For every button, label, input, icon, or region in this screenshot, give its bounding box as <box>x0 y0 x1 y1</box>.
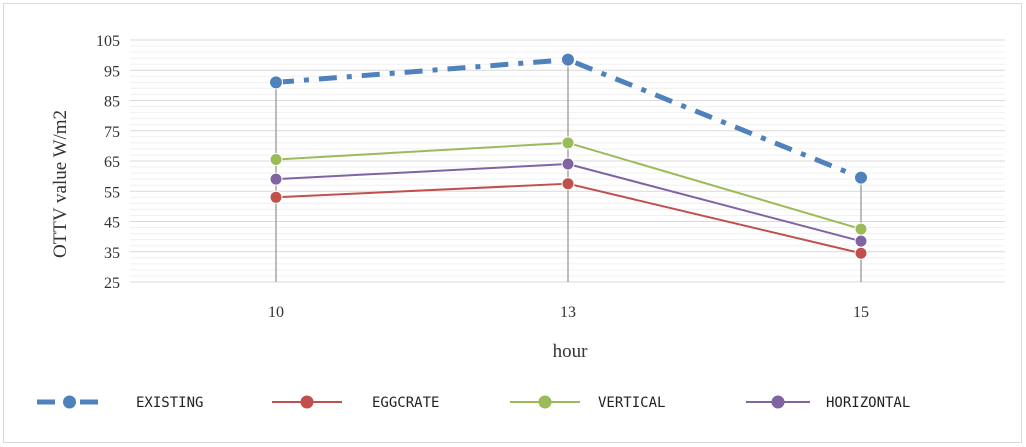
series-line <box>275 57 862 180</box>
series-vertical <box>269 136 868 236</box>
drop-lines <box>275 59 862 282</box>
data-point <box>269 75 283 90</box>
series-existing <box>269 52 868 185</box>
legend-item: EXISTING <box>37 395 203 411</box>
legend: EXISTING EGGCRATE VERTICAL HORIZONTAL <box>37 395 910 411</box>
y-tick-label: 25 <box>104 275 120 292</box>
y-tick-label: 55 <box>104 184 120 201</box>
x-tick-label: 13 <box>560 304 576 321</box>
legend-label: EXISTING <box>136 395 203 411</box>
data-point <box>854 170 868 185</box>
y-tick-label: 65 <box>104 154 120 171</box>
y-axis-title: OTTV value W/m2 <box>50 110 71 258</box>
data-point <box>269 190 283 204</box>
legend-label: HORIZONTAL <box>826 395 910 411</box>
y-tick-label: 85 <box>104 94 120 111</box>
y-tick-label: 45 <box>104 215 120 232</box>
x-tick-label: 10 <box>268 304 284 321</box>
y-axis-ticks: 25 35 45 55 65 75 85 95 105 <box>96 33 120 292</box>
y-tick-label: 75 <box>104 124 120 141</box>
series-horizontal <box>269 157 868 248</box>
legend-label: EGGCRATE <box>372 395 439 411</box>
legend-marker <box>771 395 785 409</box>
data-point <box>269 172 283 186</box>
x-tick-label: 15 <box>853 304 869 321</box>
y-tick-label: 95 <box>104 63 120 80</box>
data-point <box>854 246 868 260</box>
legend-item: HORIZONTAL <box>746 395 910 411</box>
series-eggcrate <box>269 177 868 260</box>
y-tick-label: 35 <box>104 245 120 262</box>
x-axis-ticks: 10 13 15 <box>268 304 869 321</box>
x-axis-title: hour <box>553 341 589 362</box>
legend-marker <box>538 395 552 409</box>
data-point <box>561 136 575 150</box>
series-lines <box>269 52 868 260</box>
data-point <box>561 52 575 67</box>
data-point <box>854 222 868 236</box>
y-tick-label: 105 <box>96 33 120 50</box>
data-point <box>269 152 283 166</box>
data-point <box>854 234 868 248</box>
legend-marker <box>63 395 76 409</box>
legend-item: EGGCRATE <box>272 395 439 411</box>
legend-marker <box>300 395 314 409</box>
data-point <box>561 157 575 171</box>
data-point <box>561 177 575 191</box>
legend-item: VERTICAL <box>510 395 665 411</box>
legend-label: VERTICAL <box>598 395 665 411</box>
